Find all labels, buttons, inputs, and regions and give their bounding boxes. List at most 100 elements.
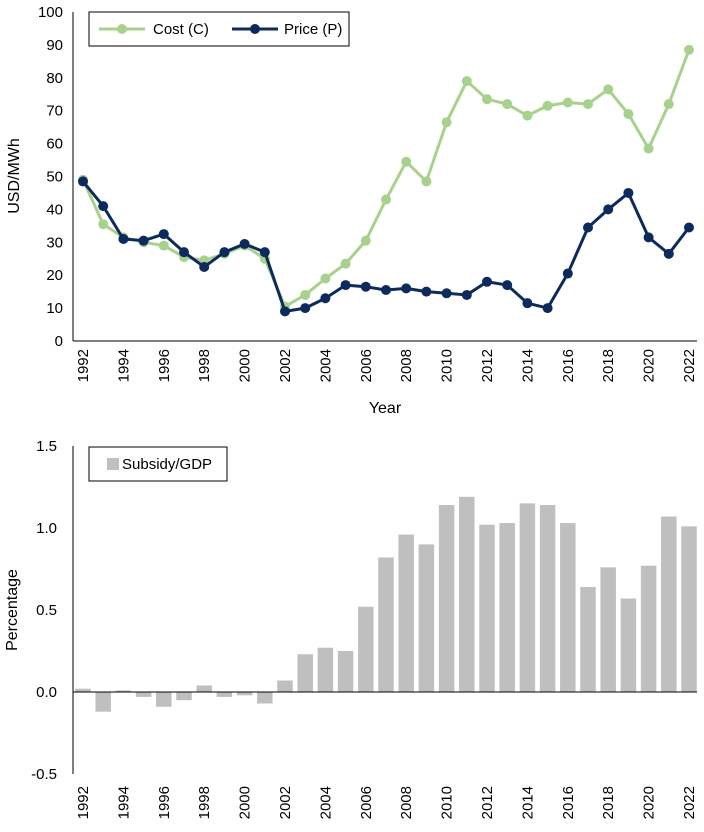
data-point-price xyxy=(401,283,412,294)
bar-subsidy-gdp xyxy=(438,505,455,692)
bar-chart-x-ticks: 1992 1994 1996 1998 2000 2002 2004 2006 2008 2010… xyxy=(75,786,698,819)
data-point-price xyxy=(360,281,371,292)
line-chart-legend-box xyxy=(88,11,350,47)
line-chart-y-tick-label: 60 xyxy=(46,136,63,153)
data-point-price xyxy=(482,276,492,287)
line-chart-x-tick-label: 2016 xyxy=(560,349,577,382)
bar-subsidy-gdp xyxy=(681,526,697,692)
legend-subsidy-label: Subsidy/GDP xyxy=(122,456,212,473)
bar-subsidy-gdp xyxy=(75,688,91,692)
data-point-price xyxy=(421,286,432,297)
bar-chart-legend-box xyxy=(88,446,228,482)
data-point-price xyxy=(562,268,573,279)
bar-chart-x-tick-label: 1996 xyxy=(156,786,173,819)
data-point-cost xyxy=(300,289,311,300)
line-chart-x-tick-label: 2014 xyxy=(519,349,536,382)
bar-chart-y-tick-label: 1.0 xyxy=(36,520,57,537)
data-point-price xyxy=(98,201,109,212)
data-point-price xyxy=(118,234,129,245)
data-point-cost xyxy=(401,156,412,167)
data-point-price xyxy=(663,248,674,259)
line-chart-y-tick-label: 80 xyxy=(46,70,63,87)
bar-subsidy-gdp xyxy=(519,503,536,692)
bar-subsidy-gdp xyxy=(640,565,657,692)
data-point-cost xyxy=(542,100,553,111)
data-point-price xyxy=(603,204,614,215)
data-point-price xyxy=(643,232,654,243)
bar-subsidy-gdp xyxy=(398,534,414,692)
legend-cost-label: Cost (C) xyxy=(153,21,209,38)
bar-chart-x-tick-label: 1998 xyxy=(196,786,213,819)
line-chart-cost-price: 0 10 20 30 40 50 60 70 80 90 100 1992 1994 1996 1998 2… xyxy=(6,4,698,417)
bar-chart-x-tick-label: 1992 xyxy=(75,786,92,819)
line-chart-y-tick-label: 10 xyxy=(46,300,63,317)
bar-chart-bars xyxy=(75,496,697,712)
data-point-price xyxy=(583,222,593,233)
line-chart-y-tick-label: 40 xyxy=(46,201,63,218)
data-point-price xyxy=(542,303,553,314)
legend-subsidy-swatch xyxy=(107,458,119,470)
line-chart-y-axis-title: USD/MWh xyxy=(6,138,23,214)
bar-chart-x-tick-label: 2004 xyxy=(317,786,334,819)
line-chart-x-tick-label: 2010 xyxy=(439,349,456,382)
line-chart-y-tick-label: 0 xyxy=(55,333,63,350)
line-chart-y-tick-label: 50 xyxy=(46,169,63,186)
bar-subsidy-gdp xyxy=(216,692,233,697)
bar-chart-y-axis-title: Percentage xyxy=(4,569,21,651)
data-point-cost xyxy=(381,194,391,205)
legend-cost-dot-marker xyxy=(117,24,127,34)
data-point-price xyxy=(340,280,351,291)
line-chart-y-tick-label: 100 xyxy=(38,4,63,21)
bar-chart-subsidy-gdp: -0.5 0.0 0.5 1.0 1.5 1992 1994 1996 1998 2000 200… xyxy=(4,438,698,819)
data-point-price xyxy=(461,289,472,300)
bar-subsidy-gdp xyxy=(661,516,677,692)
data-point-cost xyxy=(441,117,452,128)
line-chart-x-tick-label: 2004 xyxy=(317,349,334,382)
bar-chart-axes xyxy=(72,446,697,774)
data-point-price xyxy=(179,247,189,258)
data-point-cost xyxy=(158,240,169,251)
data-point-cost xyxy=(623,108,634,119)
bar-chart-y-tick-label: 0.0 xyxy=(36,684,57,701)
line-chart-y-tick-label: 90 xyxy=(46,37,63,54)
bar-chart-y-tick-label: 0.5 xyxy=(36,602,57,619)
bar-subsidy-gdp xyxy=(418,544,435,692)
bar-chart-x-tick-label: 2012 xyxy=(479,786,496,819)
line-chart-y-tick-label: 20 xyxy=(46,267,63,284)
data-point-price xyxy=(623,187,634,198)
bar-chart-x-tick-label: 2018 xyxy=(600,786,617,819)
bar-chart-x-tick-label: 1994 xyxy=(115,786,132,819)
line-chart-legend: Cost (C) Price (P) xyxy=(88,11,350,47)
bar-subsidy-gdp xyxy=(156,692,172,707)
bar-subsidy-gdp xyxy=(277,680,293,692)
bar-chart-x-tick-label: 2006 xyxy=(358,786,375,819)
bar-subsidy-gdp xyxy=(95,692,111,712)
bar-subsidy-gdp xyxy=(580,587,596,692)
data-point-price xyxy=(300,303,311,314)
data-point-cost xyxy=(340,258,351,269)
data-point-price xyxy=(219,247,230,258)
data-point-cost xyxy=(360,235,371,246)
line-chart-x-tick-label: 2020 xyxy=(641,349,658,382)
line-chart-x-tick-label: 2000 xyxy=(237,349,254,382)
data-point-price xyxy=(199,261,210,272)
line-chart-x-tick-label: 2008 xyxy=(398,349,415,382)
data-point-price xyxy=(239,238,250,249)
line-chart-x-tick-label: 2022 xyxy=(681,349,698,382)
bar-subsidy-gdp xyxy=(135,692,152,697)
data-point-cost xyxy=(643,143,654,154)
data-point-price xyxy=(138,235,149,246)
bar-chart-y-tick-label: -0.5 xyxy=(31,766,57,783)
data-point-cost xyxy=(562,97,573,108)
line-chart-y-tick-label: 30 xyxy=(46,234,63,251)
bar-subsidy-gdp xyxy=(600,567,616,692)
data-point-cost xyxy=(522,110,533,121)
bar-chart-y-ticks: -0.5 0.0 0.5 1.0 1.5 xyxy=(31,438,57,783)
data-point-cost xyxy=(482,94,492,105)
line-chart-x-tick-label: 2006 xyxy=(358,349,375,382)
bar-subsidy-gdp xyxy=(499,523,515,692)
data-point-cost xyxy=(320,273,331,284)
bar-chart-x-tick-label: 2014 xyxy=(519,786,536,819)
line-chart-x-tick-label: 2002 xyxy=(277,349,294,382)
